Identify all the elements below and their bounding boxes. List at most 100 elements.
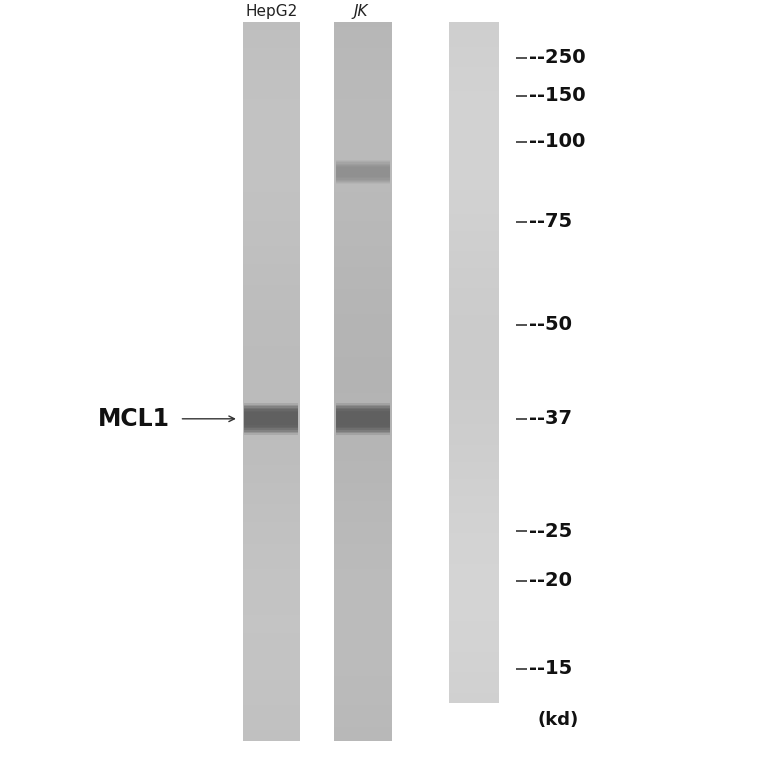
Bar: [334, 191, 391, 196]
Bar: [449, 70, 499, 74]
Bar: [449, 461, 499, 465]
Text: --20: --20: [529, 571, 571, 591]
Bar: [334, 507, 391, 511]
Bar: [242, 385, 299, 390]
Bar: [242, 263, 299, 267]
Bar: [449, 651, 499, 656]
Bar: [242, 442, 299, 447]
Bar: [449, 484, 499, 489]
Bar: [334, 263, 391, 267]
Bar: [242, 726, 299, 730]
Bar: [334, 187, 391, 192]
Bar: [242, 374, 299, 378]
Bar: [244, 403, 299, 435]
Bar: [242, 533, 299, 536]
Bar: [334, 248, 391, 253]
Bar: [449, 400, 499, 404]
Bar: [334, 180, 391, 185]
Bar: [334, 561, 391, 565]
Bar: [449, 270, 499, 275]
Bar: [242, 413, 299, 418]
Bar: [242, 163, 299, 167]
Bar: [334, 413, 391, 418]
Bar: [334, 166, 391, 170]
Bar: [334, 91, 391, 95]
Bar: [242, 238, 299, 242]
Bar: [449, 413, 499, 417]
Bar: [449, 63, 499, 67]
Bar: [334, 403, 391, 407]
Bar: [449, 145, 499, 149]
Bar: [449, 101, 499, 105]
Bar: [449, 617, 499, 621]
Bar: [242, 180, 299, 185]
Bar: [334, 62, 391, 66]
Bar: [242, 44, 299, 48]
Bar: [242, 464, 299, 468]
Bar: [449, 491, 499, 496]
Bar: [334, 112, 391, 117]
Bar: [449, 416, 499, 421]
Bar: [242, 66, 299, 70]
Bar: [449, 447, 499, 452]
Bar: [449, 40, 499, 44]
Bar: [334, 163, 391, 167]
Bar: [449, 284, 499, 288]
Bar: [449, 631, 499, 635]
Bar: [242, 349, 299, 354]
Bar: [449, 352, 499, 356]
Bar: [242, 586, 299, 591]
Bar: [334, 518, 391, 522]
Bar: [242, 675, 299, 680]
Bar: [334, 525, 391, 529]
Bar: [242, 173, 299, 177]
Bar: [449, 237, 499, 241]
Bar: [242, 701, 299, 705]
Bar: [242, 633, 299, 637]
Bar: [449, 169, 499, 173]
Bar: [334, 435, 391, 439]
Bar: [335, 410, 390, 429]
Bar: [334, 320, 391, 325]
Bar: [449, 131, 499, 135]
Bar: [335, 168, 390, 176]
Bar: [242, 235, 299, 238]
Bar: [449, 335, 499, 339]
Bar: [449, 397, 499, 400]
Bar: [449, 570, 499, 574]
Bar: [242, 500, 299, 504]
Bar: [334, 521, 391, 526]
Bar: [334, 687, 391, 691]
Bar: [334, 715, 391, 720]
Bar: [334, 672, 391, 676]
Bar: [449, 515, 499, 520]
Bar: [449, 66, 499, 71]
Bar: [242, 461, 299, 465]
Bar: [449, 97, 499, 102]
Bar: [334, 629, 391, 633]
Bar: [334, 119, 391, 124]
Bar: [242, 497, 299, 500]
Bar: [334, 26, 391, 31]
Bar: [334, 22, 391, 27]
Bar: [242, 206, 299, 210]
Bar: [334, 708, 391, 712]
Bar: [334, 216, 391, 221]
Bar: [242, 629, 299, 633]
Bar: [242, 698, 299, 701]
Bar: [242, 127, 299, 131]
Bar: [449, 580, 499, 584]
Bar: [335, 160, 390, 184]
Bar: [242, 108, 299, 113]
Bar: [334, 267, 391, 271]
Bar: [449, 634, 499, 639]
Bar: [334, 66, 391, 70]
Bar: [334, 270, 391, 274]
Bar: [242, 212, 299, 217]
Bar: [242, 22, 299, 27]
Bar: [242, 565, 299, 568]
Bar: [242, 159, 299, 163]
Bar: [242, 148, 299, 153]
Bar: [334, 449, 391, 454]
Bar: [449, 240, 499, 244]
